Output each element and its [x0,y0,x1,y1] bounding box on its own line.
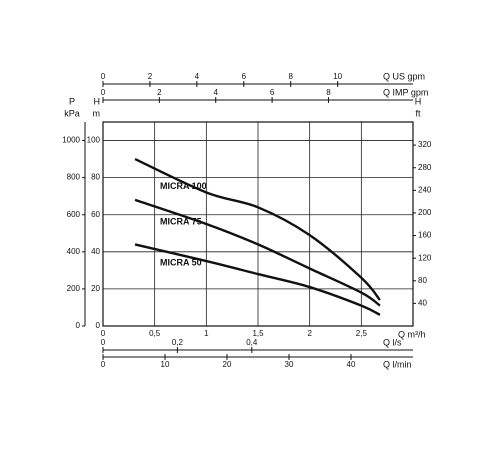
tick-label: 0 [101,88,106,97]
axis-label: H [415,96,422,106]
axis-label: Q IMP gpm [383,87,428,97]
tick-label: 40 [418,298,427,307]
tick-label: 200 [67,284,81,293]
tick-label: 2 [148,72,153,81]
tick-label: 10 [333,72,342,81]
x-axis-label: Q m³/h [398,329,426,339]
x-tick-label: 1,5 [252,329,264,338]
y-tick-label: 20 [91,284,100,293]
tick-label: 6 [242,72,247,81]
axis-label: Q l/s [383,337,402,347]
tick-label: 0 [101,338,106,347]
tick-label: 800 [67,173,81,182]
tick-label: 200 [418,208,432,217]
y-tick-label: 80 [91,173,100,182]
tick-label: 40 [347,360,356,369]
y-axis-label: H [94,96,101,106]
tick-label: 30 [285,360,294,369]
tick-label: 2 [157,88,162,97]
x-tick-label: 2,5 [356,329,368,338]
curve-label: MICRA 50 [160,257,202,267]
tick-label: 0,2 [172,338,184,347]
tick-label: 600 [67,210,81,219]
tick-label: 0 [101,360,106,369]
tick-label: 80 [418,276,427,285]
tick-label: 10 [161,360,170,369]
tick-label: 120 [418,253,432,262]
tick-label: 0 [101,72,106,81]
curve-label: MICRA 100 [160,181,207,191]
axis-label: Q l/min [383,359,412,369]
y-tick-label: 40 [91,247,100,256]
plot-frame [102,121,414,327]
y-axis-unit: m [93,108,101,118]
tick-label: 280 [418,163,432,172]
x-tick-label: 0,5 [149,329,161,338]
tick-label: 1000 [62,136,80,145]
x-tick-label: 0 [101,329,106,338]
x-tick-label: 2 [307,329,312,338]
tick-label: 0 [76,321,81,330]
curve [134,243,381,316]
tick-label: 240 [418,185,432,194]
tick-label: 8 [326,88,331,97]
x-tick-label: 1 [204,329,209,338]
y-tick-label: 60 [91,210,100,219]
curve [134,158,381,301]
tick-label: 400 [67,247,81,256]
curve [134,198,381,307]
tick-label: 4 [195,72,200,81]
y-tick-label: 100 [87,136,101,145]
tick-label: 8 [289,72,294,81]
tick-label: 4 [214,88,219,97]
axis-label: P [69,96,75,106]
tick-label: 20 [223,360,232,369]
curve-label: MICRA 75 [160,216,202,226]
tick-label: 160 [418,231,432,240]
tick-label: 320 [418,140,432,149]
axis-unit: ft [415,108,421,118]
axis-label: Q US gpm [383,71,425,81]
tick-label: 0,4 [246,338,258,347]
tick-label: 6 [270,88,275,97]
y-tick-label: 0 [96,321,101,330]
axis-unit: kPa [64,108,80,118]
